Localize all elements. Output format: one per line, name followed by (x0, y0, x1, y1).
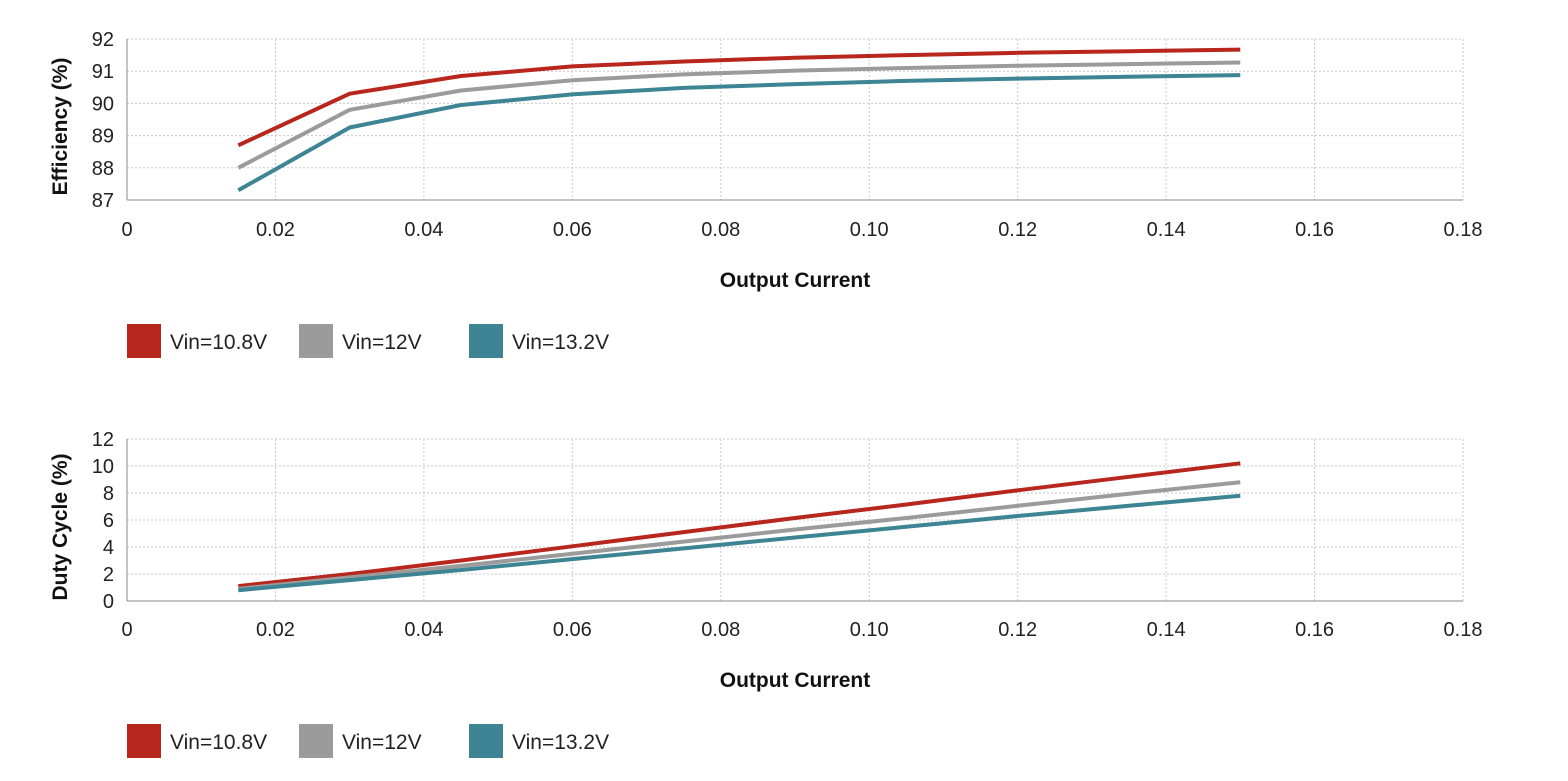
y-tick-label: 92 (92, 29, 114, 51)
x-tick-label: 0.08 (701, 219, 740, 241)
legend-swatch (127, 324, 161, 358)
x-axis-title: Output Current (720, 269, 870, 292)
legend-label: Vin=10.8V (170, 331, 267, 354)
series-line-2 (238, 480, 1241, 591)
x-tick-label: 0.06 (553, 619, 592, 641)
y-tick-label: 12 (92, 429, 114, 451)
series-line-1 (237, 47, 1241, 148)
legend-swatch (299, 324, 333, 358)
x-tick-label: 0.06 (553, 219, 592, 241)
x-tick-label: 0.10 (850, 219, 889, 241)
y-tick-label: 88 (92, 158, 114, 180)
x-tick-label: 0.10 (850, 619, 889, 641)
y-tick-label: 89 (92, 126, 114, 148)
x-tick-label: 0 (121, 219, 132, 241)
x-tick-label: 0.04 (404, 619, 443, 641)
x-tick-label: 0.02 (256, 219, 295, 241)
x-tick-label: 0.12 (998, 619, 1037, 641)
y-tick-label: 8 (103, 483, 114, 505)
x-tick-label: 0.18 (1444, 219, 1483, 241)
y-axis-title: Duty Cycle (%) (49, 453, 72, 600)
legend-label: Vin=10.8V (170, 731, 267, 754)
series-line-2 (237, 60, 1241, 170)
x-tick-label: 0 (121, 619, 132, 641)
x-tick-label: 0.04 (404, 219, 443, 241)
legend-label: Vin=13.2V (512, 331, 609, 354)
y-tick-label: 90 (92, 93, 114, 115)
legend-label: Vin=12V (342, 731, 422, 754)
legend-swatch (469, 324, 503, 358)
legend-swatch (469, 724, 503, 758)
x-axis-title: Output Current (720, 669, 870, 692)
y-tick-label: 2 (103, 564, 114, 586)
x-tick-label: 0.08 (701, 619, 740, 641)
chart-panel-1: 0 0.02 0.04 0.06 0.08 0.10 0.12 0.14 0.16 0.18 87 8… (49, 29, 1482, 358)
legend-label: Vin=13.2V (512, 731, 609, 754)
x-tick-label: 0.16 (1295, 619, 1334, 641)
y-tick-label: 87 (92, 190, 114, 212)
legend-label: Vin=12V (342, 331, 422, 354)
chart-panel-2: 0 0.02 0.04 0.06 0.08 0.10 0.12 0.14 0.16 0.18 0 2 4… (49, 429, 1482, 758)
series-line-3 (238, 493, 1241, 593)
x-tick-label: 0.02 (256, 619, 295, 641)
series-line-3 (237, 73, 1241, 193)
y-tick-label: 4 (103, 537, 114, 559)
x-tick-label: 0.18 (1444, 619, 1483, 641)
y-tick-label: 10 (92, 456, 114, 478)
x-tick-label: 0.16 (1295, 219, 1334, 241)
y-axis-title: Efficiency (%) (49, 58, 72, 196)
x-tick-label: 0.14 (1147, 619, 1186, 641)
y-tick-label: 6 (103, 510, 114, 532)
legend-swatch (127, 724, 161, 758)
x-tick-label: 0.14 (1147, 219, 1186, 241)
series-line-1 (238, 461, 1241, 589)
y-tick-label: 0 (103, 591, 114, 613)
legend-swatch (299, 724, 333, 758)
x-tick-label: 0.12 (998, 219, 1037, 241)
y-tick-label: 91 (92, 61, 114, 83)
